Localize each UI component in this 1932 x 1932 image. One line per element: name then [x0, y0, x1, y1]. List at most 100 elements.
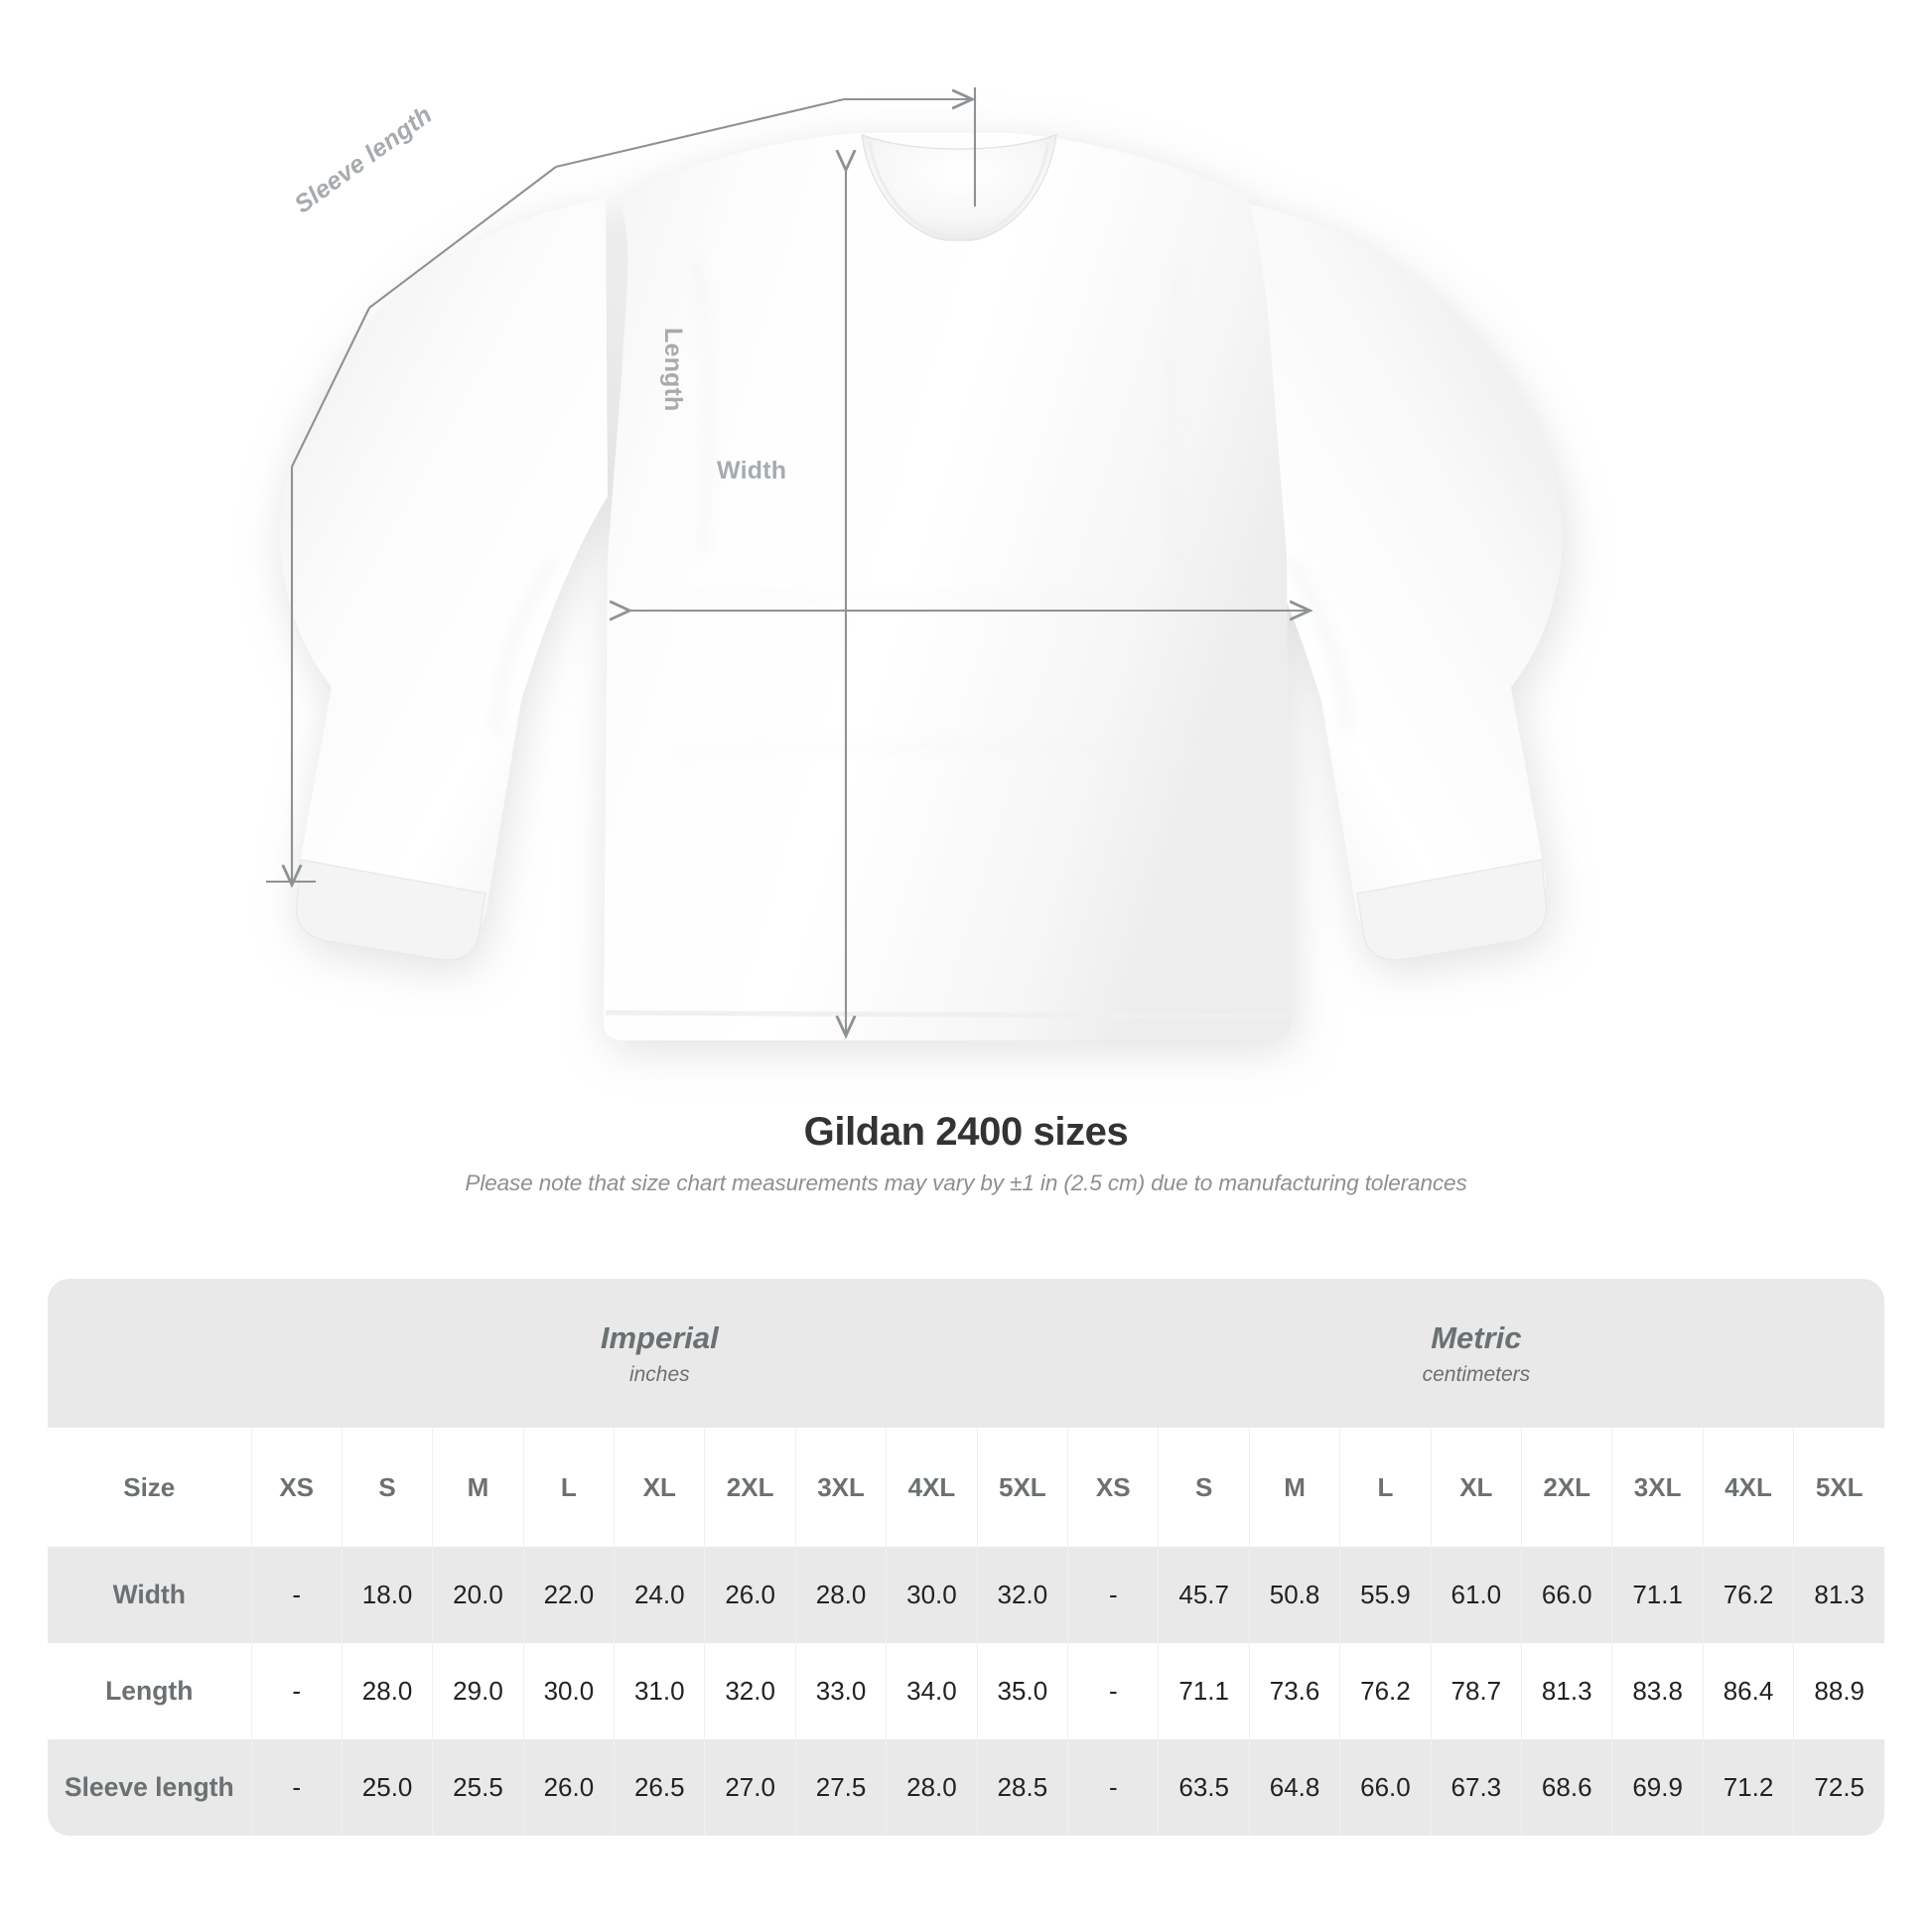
cell-length-imperial-xl: 31.0 [614, 1643, 706, 1739]
size-table-container: Imperial inches Metric centimeters Size … [48, 1279, 1885, 1836]
shirt-diagram-svg [266, 87, 1563, 1040]
size-header-metric-4xl: 4XL [1703, 1428, 1795, 1547]
size-header-imperial-xl: XL [614, 1428, 706, 1547]
size-header-metric-3xl: 3XL [1611, 1428, 1704, 1547]
garment-shape [280, 133, 1563, 1040]
page-title: Gildan 2400 sizes [803, 1110, 1129, 1154]
cell-length-metric-s: 71.1 [1158, 1643, 1250, 1739]
cell-sleeve-metric-3xl: 69.9 [1611, 1739, 1704, 1836]
cell-sleeve-metric-l: 66.0 [1339, 1739, 1432, 1836]
cell-sleeve-imperial-l: 26.0 [523, 1739, 616, 1836]
size-header-metric-5xl: 5XL [1793, 1428, 1885, 1547]
cell-length-imperial-2xl: 32.0 [704, 1643, 796, 1739]
unit-header-spacer [48, 1279, 251, 1428]
cell-sleeve-metric-5xl: 72.5 [1793, 1739, 1885, 1836]
size-header-imperial-5xl: 5XL [977, 1428, 1069, 1547]
garment-illustration: Sleeve length Length Width [266, 87, 1563, 1040]
size-header-imperial-2xl: 2XL [704, 1428, 796, 1547]
cell-width-imperial-l: 22.0 [523, 1547, 616, 1643]
cell-sleeve-imperial-xl: 26.5 [614, 1739, 706, 1836]
size-header-metric-l: L [1339, 1428, 1432, 1547]
chart-heading: Gildan 2400 sizes Please note that size … [0, 1110, 1932, 1196]
size-header-metric-2xl: 2XL [1521, 1428, 1613, 1547]
cell-sleeve-metric-2xl: 68.6 [1521, 1739, 1613, 1836]
size-header-imperial-s: S [342, 1428, 434, 1547]
cell-width-metric-xs: - [1067, 1547, 1160, 1643]
cell-width-imperial-xl: 24.0 [614, 1547, 706, 1643]
cell-width-imperial-xs: - [251, 1547, 343, 1643]
cell-length-metric-4xl: 86.4 [1703, 1643, 1795, 1739]
size-header-imperial-l: L [523, 1428, 616, 1547]
cell-sleeve-imperial-s: 25.0 [342, 1739, 434, 1836]
sleeve-diagonal-lower [291, 307, 370, 468]
cell-width-imperial-m: 20.0 [432, 1547, 524, 1643]
cell-length-imperial-l: 30.0 [523, 1643, 616, 1739]
cell-width-imperial-3xl: 28.0 [795, 1547, 888, 1643]
cell-length-imperial-s: 28.0 [342, 1643, 434, 1739]
cell-length-metric-xl: 78.7 [1431, 1643, 1523, 1739]
size-header-imperial-xs: XS [251, 1428, 343, 1547]
size-header-imperial-4xl: 4XL [886, 1428, 978, 1547]
cell-sleeve-imperial-4xl: 28.0 [886, 1739, 978, 1836]
cell-width-metric-l: 55.9 [1339, 1547, 1432, 1643]
sleeve-diagonal-upper [555, 97, 845, 169]
cell-sleeve-metric-4xl: 71.2 [1703, 1739, 1795, 1836]
size-header-metric-xs: XS [1067, 1428, 1160, 1547]
unit-header-imperial: Imperial inches [251, 1279, 1068, 1428]
cell-width-metric-xl: 61.0 [1431, 1547, 1523, 1643]
cell-length-metric-xs: - [1067, 1643, 1160, 1739]
unit-sub-imperial: inches [628, 1363, 690, 1387]
cell-width-imperial-s: 18.0 [342, 1547, 434, 1643]
unit-name-metric: Metric [1431, 1319, 1522, 1355]
size-header-metric-xl: XL [1431, 1428, 1523, 1547]
unit-sub-metric: centimeters [1422, 1363, 1531, 1387]
cell-sleeve-imperial-2xl: 27.0 [704, 1739, 796, 1836]
size-header-metric-m: M [1249, 1428, 1341, 1547]
sleeve-diagonal-mid [368, 166, 557, 309]
cell-width-metric-m: 50.8 [1249, 1547, 1341, 1643]
row-label-width: Width [48, 1547, 252, 1643]
cell-width-imperial-2xl: 26.0 [704, 1547, 796, 1643]
cell-length-metric-l: 76.2 [1339, 1643, 1432, 1739]
table-row: Width - 18.0 20.0 22.0 24.0 26.0 28.0 30… [48, 1547, 1885, 1643]
cell-sleeve-imperial-xs: - [251, 1739, 343, 1836]
cell-length-imperial-5xl: 35.0 [977, 1643, 1069, 1739]
table-row: Length - 28.0 29.0 30.0 31.0 32.0 33.0 3… [48, 1643, 1885, 1739]
cell-width-metric-5xl: 81.3 [1793, 1547, 1885, 1643]
size-table: Imperial inches Metric centimeters Size … [48, 1279, 1885, 1836]
cell-length-metric-2xl: 81.3 [1521, 1643, 1613, 1739]
size-header-imperial-3xl: 3XL [795, 1428, 888, 1547]
cell-width-metric-4xl: 76.2 [1703, 1547, 1795, 1643]
cell-length-metric-m: 73.6 [1249, 1643, 1341, 1739]
cell-length-imperial-m: 29.0 [432, 1643, 524, 1739]
cell-sleeve-imperial-5xl: 28.5 [977, 1739, 1069, 1836]
size-header-row: Size XS S M L XL 2XL 3XL 4XL 5XL XS S M … [48, 1428, 1885, 1547]
cell-length-imperial-xs: - [251, 1643, 343, 1739]
cell-width-imperial-4xl: 30.0 [886, 1547, 978, 1643]
column-header-size: Size [48, 1428, 252, 1547]
row-label-length: Length [48, 1643, 252, 1739]
size-header-imperial-m: M [432, 1428, 524, 1547]
cell-sleeve-imperial-3xl: 27.5 [795, 1739, 888, 1836]
measurement-guides [266, 87, 1309, 1035]
cell-width-metric-s: 45.7 [1158, 1547, 1250, 1643]
cell-sleeve-metric-xl: 67.3 [1431, 1739, 1523, 1836]
cell-length-imperial-4xl: 34.0 [886, 1643, 978, 1739]
cell-sleeve-metric-xs: - [1067, 1739, 1160, 1836]
row-label-sleeve-length: Sleeve length [48, 1739, 252, 1836]
cell-width-imperial-5xl: 32.0 [977, 1547, 1069, 1643]
cell-width-metric-2xl: 66.0 [1521, 1547, 1613, 1643]
cell-length-metric-5xl: 88.9 [1793, 1643, 1885, 1739]
unit-header-row: Imperial inches Metric centimeters [48, 1279, 1885, 1428]
size-header-metric-s: S [1158, 1428, 1250, 1547]
cell-sleeve-metric-m: 64.8 [1249, 1739, 1341, 1836]
cell-length-metric-3xl: 83.8 [1611, 1643, 1704, 1739]
cell-sleeve-imperial-m: 25.5 [432, 1739, 524, 1836]
cell-length-imperial-3xl: 33.0 [795, 1643, 888, 1739]
page-subtitle: Please note that size chart measurements… [465, 1171, 1467, 1195]
unit-header-metric: Metric centimeters [1067, 1279, 1885, 1428]
cell-width-metric-3xl: 71.1 [1611, 1547, 1704, 1643]
table-row: Sleeve length - 25.0 25.5 26.0 26.5 27.0… [48, 1739, 1885, 1836]
cell-sleeve-metric-s: 63.5 [1158, 1739, 1250, 1836]
